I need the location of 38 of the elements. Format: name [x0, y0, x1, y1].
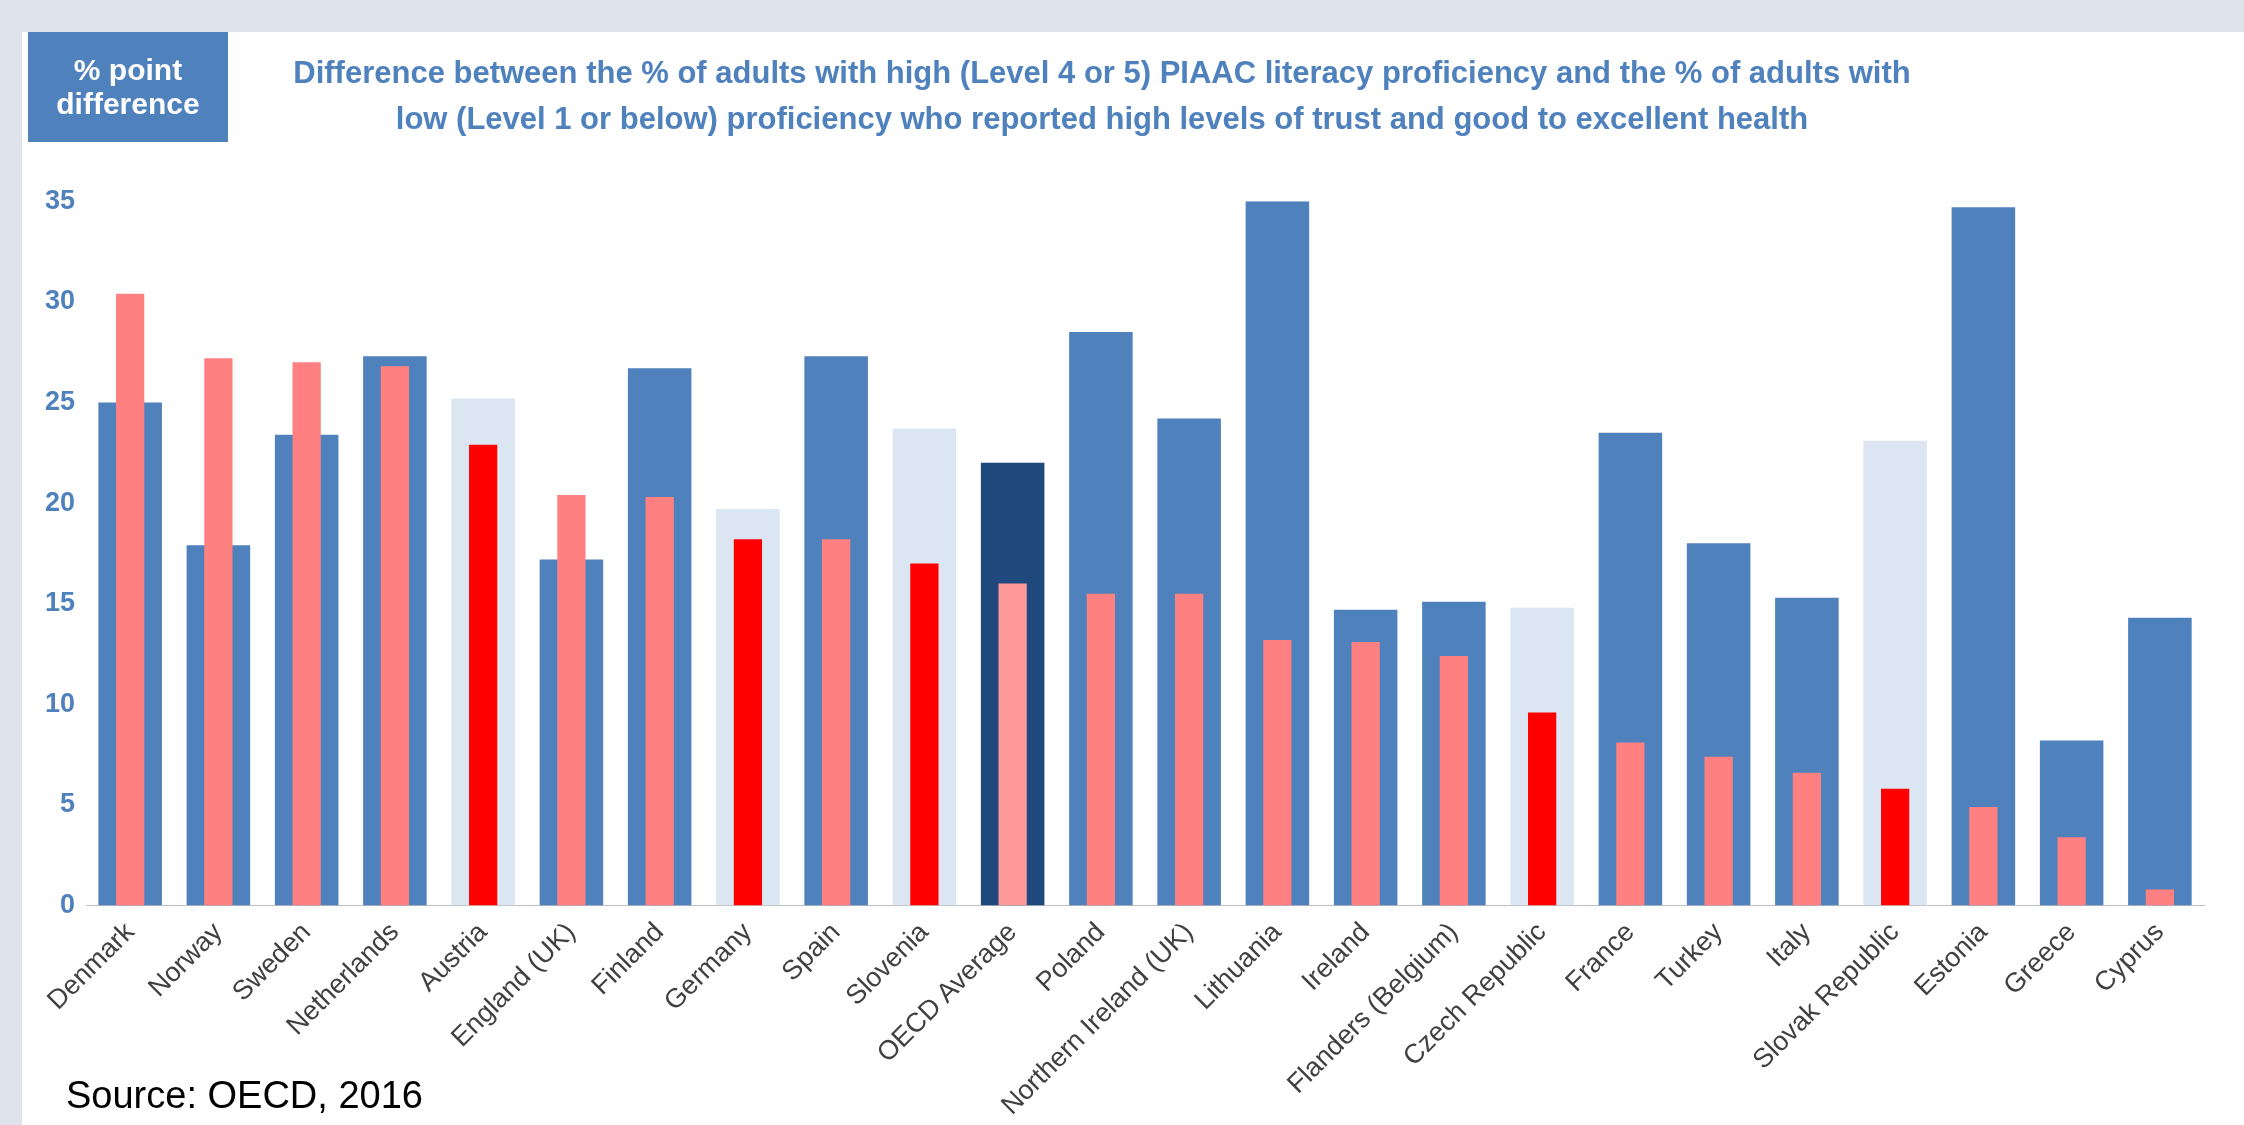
bar — [1704, 756, 1733, 906]
x-tick-label: Italy — [1760, 916, 1817, 973]
bar — [2057, 837, 2086, 906]
bar — [1263, 639, 1292, 906]
bar — [1616, 742, 1645, 906]
bar — [557, 495, 586, 906]
bar — [1086, 593, 1116, 906]
bar — [1439, 656, 1469, 906]
bar — [1351, 641, 1380, 906]
y-tick-label: 5 — [60, 788, 76, 819]
bar — [733, 539, 763, 906]
y-tick-label: 30 — [44, 285, 76, 316]
y-tick-label: 0 — [60, 889, 76, 920]
bar — [204, 358, 233, 906]
bar — [1881, 788, 1910, 906]
bar — [380, 366, 410, 906]
y-tick-label: 15 — [44, 587, 76, 618]
bar — [645, 497, 674, 906]
y-axis-title: % point difference — [28, 32, 228, 142]
bar — [2128, 617, 2192, 906]
chart-title: Difference between the % of adults with high (Level 4 or 5) PIAAC literacy proficiency and the % of adults with low (Level 1 or below) proficiency who reported high levels of trust and good to excellent health — [292, 54, 1912, 138]
bar — [2145, 889, 2174, 906]
source-note: Source: OECD, 2016 — [66, 1074, 423, 1117]
bar — [1792, 772, 1821, 906]
bar — [1175, 593, 1204, 906]
y-tick-label: 25 — [44, 385, 76, 416]
bar — [469, 444, 498, 906]
bar — [822, 539, 851, 906]
y-tick-label: 20 — [44, 486, 76, 517]
bar — [1528, 712, 1557, 906]
bar — [998, 583, 1027, 906]
bar — [1969, 806, 1998, 906]
bar — [116, 293, 145, 906]
bar — [292, 362, 321, 906]
y-tick-label: 10 — [44, 687, 76, 718]
bar — [910, 563, 939, 906]
bar — [1951, 207, 2016, 906]
y-tick-label: 35 — [44, 184, 76, 215]
